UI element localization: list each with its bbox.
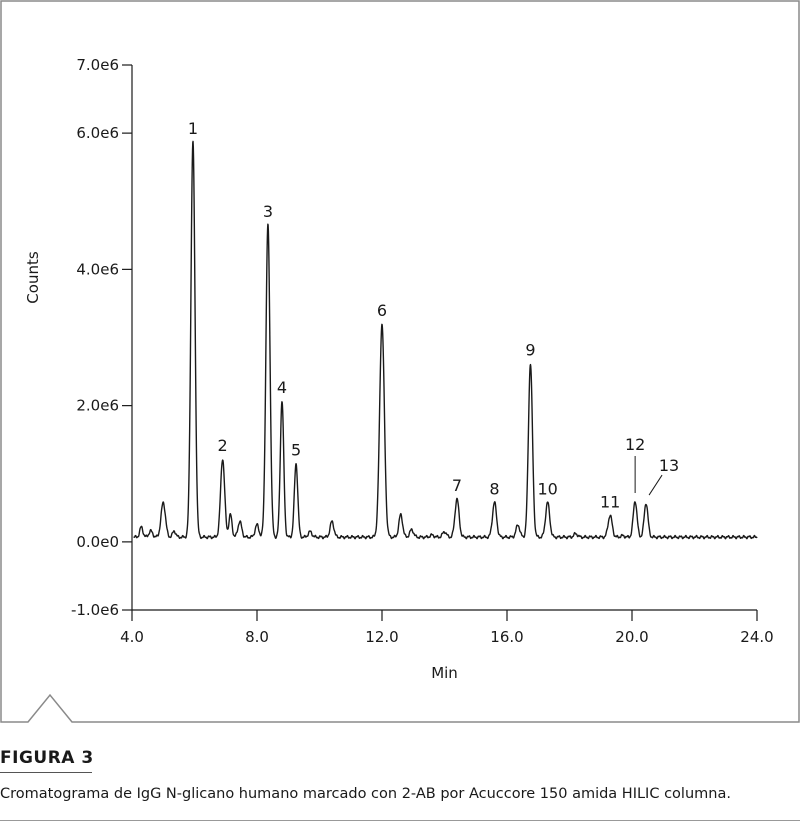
peak-label-12: 12 [625, 435, 645, 454]
x-tick-label: 12.0 [365, 628, 398, 646]
y-tick-label: -1.0e6 [71, 601, 119, 619]
x-tick-label: 24.0 [740, 628, 773, 646]
y-tick-label: 0.0e0 [76, 533, 119, 551]
figure-label-underline [0, 772, 92, 773]
chromatogram-trace [133, 140, 758, 540]
y-axis-title: Counts [24, 251, 42, 304]
peak-label-8: 8 [489, 479, 499, 498]
peak-label-5: 5 [291, 441, 301, 460]
x-tick-label: 20.0 [615, 628, 648, 646]
peak-label-9: 9 [525, 340, 535, 359]
y-tick-label: 6.0e6 [76, 124, 119, 142]
chart-ticks: -1.0e6 0.0e0 2.0e6 4.0e6 6.0e6 7.0e6 4.0 8.0 12.… [71, 56, 774, 646]
x-tick-label: 4.0 [120, 628, 144, 646]
peak-label-10: 10 [537, 479, 557, 498]
peak-label-4: 4 [277, 378, 287, 397]
peak-label-3: 3 [263, 202, 273, 221]
peak-label-1: 1 [188, 119, 198, 138]
x-axis-title: Min [431, 664, 458, 682]
chart-axes [131, 65, 757, 611]
x-tick-label: 8.0 [245, 628, 269, 646]
peak-label-11: 11 [600, 492, 620, 511]
peak-label-6: 6 [377, 301, 387, 320]
figure-label: FIGURA 3 [0, 748, 94, 768]
y-tick-label: 7.0e6 [76, 56, 119, 74]
x-tick-label: 16.0 [490, 628, 523, 646]
chromatogram-chart: -1.0e6 0.0e0 2.0e6 4.0e6 6.0e6 7.0e6 4.0 8.0 12.… [0, 0, 800, 723]
y-tick-label: 2.0e6 [76, 397, 119, 415]
peak-13-leader [648, 474, 663, 496]
y-tick-label: 4.0e6 [76, 260, 119, 278]
peak-label-13: 13 [659, 456, 679, 475]
figure-border [0, 0, 800, 723]
peak-label-2: 2 [218, 436, 228, 455]
figure-frame: -1.0e6 0.0e0 2.0e6 4.0e6 6.0e6 7.0e6 4.0 8.0 12.… [0, 0, 800, 723]
peak-label-7: 7 [452, 476, 462, 495]
figure-caption: Cromatograma de IgG N-glicano humano mar… [0, 786, 731, 802]
caption-divider [0, 820, 800, 821]
